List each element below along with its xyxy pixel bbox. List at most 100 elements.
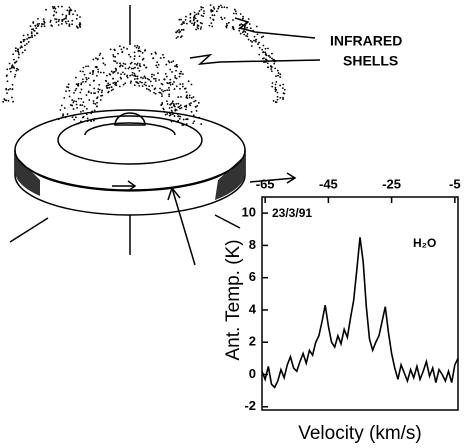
stipple-dot <box>41 22 43 25</box>
stipple-dot <box>71 116 74 119</box>
stipple-dot <box>281 87 284 90</box>
stipple-dot <box>96 101 99 104</box>
y-tick-label: 0 <box>249 366 256 381</box>
stipple-dot <box>21 51 24 54</box>
stipple-dot <box>163 56 165 59</box>
stipple-dot <box>198 116 201 119</box>
stipple-dot <box>199 28 202 30</box>
stipple-dot <box>194 99 197 102</box>
stipple-dot <box>129 62 132 65</box>
stipple-dot <box>67 20 70 23</box>
stipple-dot <box>113 48 116 51</box>
stipple-dot <box>15 60 18 63</box>
stipple-dot <box>170 109 173 112</box>
y-tick-label: -2 <box>244 398 256 413</box>
stipple-dot <box>159 57 162 59</box>
stipple-dot <box>52 14 55 17</box>
y-tick-label: 6 <box>249 269 256 284</box>
stipple-dot <box>220 4 222 7</box>
stipple-dot <box>149 89 152 92</box>
stipple-dot <box>283 88 286 91</box>
stipple-dot <box>133 78 136 80</box>
stipple-dot <box>212 19 215 21</box>
stipple-dot <box>109 48 112 51</box>
stipple-dot <box>65 90 67 93</box>
stipple-dot <box>145 84 148 87</box>
stipple-dot <box>276 95 279 98</box>
stipple-dot <box>178 105 181 108</box>
stipple-dot <box>197 24 200 27</box>
stipple-dot <box>179 104 182 107</box>
stipple-dot <box>101 57 104 60</box>
stipple-dot <box>185 108 187 111</box>
stipple-dot <box>96 97 98 100</box>
stipple-dot <box>141 51 144 54</box>
stipple-dot <box>179 115 182 118</box>
stipple-dot <box>159 87 161 90</box>
stipple-dot <box>86 117 89 120</box>
stipple-dot <box>232 19 234 21</box>
stipple-dot <box>122 46 125 49</box>
stipple-dot <box>62 113 64 116</box>
stipple-dot <box>166 113 169 115</box>
stipple-dot <box>139 65 142 68</box>
stipple-dot <box>118 45 121 48</box>
stipple-dot <box>7 88 10 91</box>
stipple-dot <box>186 94 188 97</box>
stipple-dot <box>116 62 118 64</box>
stipple-dot <box>134 45 136 47</box>
stipple-dot <box>75 18 78 20</box>
stipple-dot <box>180 18 182 21</box>
stipple-dot <box>112 55 115 58</box>
stipple-dot <box>19 41 22 43</box>
stipple-dot <box>77 122 80 125</box>
stipple-dot <box>190 102 192 105</box>
stipple-dot <box>73 91 75 94</box>
stipple-dot <box>256 33 259 36</box>
stipple-dot <box>82 70 84 73</box>
stipple-dot <box>104 63 107 66</box>
stipple-dot <box>163 110 166 113</box>
stipple-dot <box>65 86 68 88</box>
stipple-dot <box>283 92 286 95</box>
stipple-dot <box>196 19 199 22</box>
stipple-dot <box>129 74 132 77</box>
stipple-dot <box>185 106 188 108</box>
stipple-dot <box>17 68 20 71</box>
stipple-dot <box>92 71 94 74</box>
stipple-dot <box>265 53 267 55</box>
stipple-dot <box>179 87 181 90</box>
stipple-dot <box>203 12 205 15</box>
stipple-dot <box>65 22 68 25</box>
stipple-dot <box>143 64 146 67</box>
stipple-dot <box>131 74 134 76</box>
stipple-dot <box>59 109 62 111</box>
stipple-dot <box>79 110 82 113</box>
stipple-dot <box>79 16 81 18</box>
stipple-dot <box>242 17 244 20</box>
stipple-dot <box>71 19 74 22</box>
stipple-dot <box>6 74 8 77</box>
stipple-dot <box>183 105 186 108</box>
stipple-dot <box>136 75 139 78</box>
stipple-dot <box>271 52 273 55</box>
stipple-dot <box>75 116 77 119</box>
stipple-dot <box>261 48 264 51</box>
stipple-dot <box>95 74 98 77</box>
stipple-dot <box>92 100 95 102</box>
stipple-dot <box>17 51 20 54</box>
stipple-dot <box>66 113 69 115</box>
stipple-dot <box>209 17 212 19</box>
stipple-dot <box>181 23 184 25</box>
annotation: H₂O <box>413 236 436 250</box>
stipple-dot <box>248 23 251 25</box>
stipple-dot <box>57 118 60 121</box>
stipple-dot <box>182 73 184 75</box>
stipple-dot <box>260 36 263 39</box>
stipple-dot <box>110 70 113 73</box>
stipple-dot <box>160 89 163 91</box>
stipple-dot <box>11 64 14 67</box>
stipple-dot <box>200 14 203 17</box>
stipple-dot <box>241 31 244 34</box>
stipple-dot <box>68 25 71 28</box>
